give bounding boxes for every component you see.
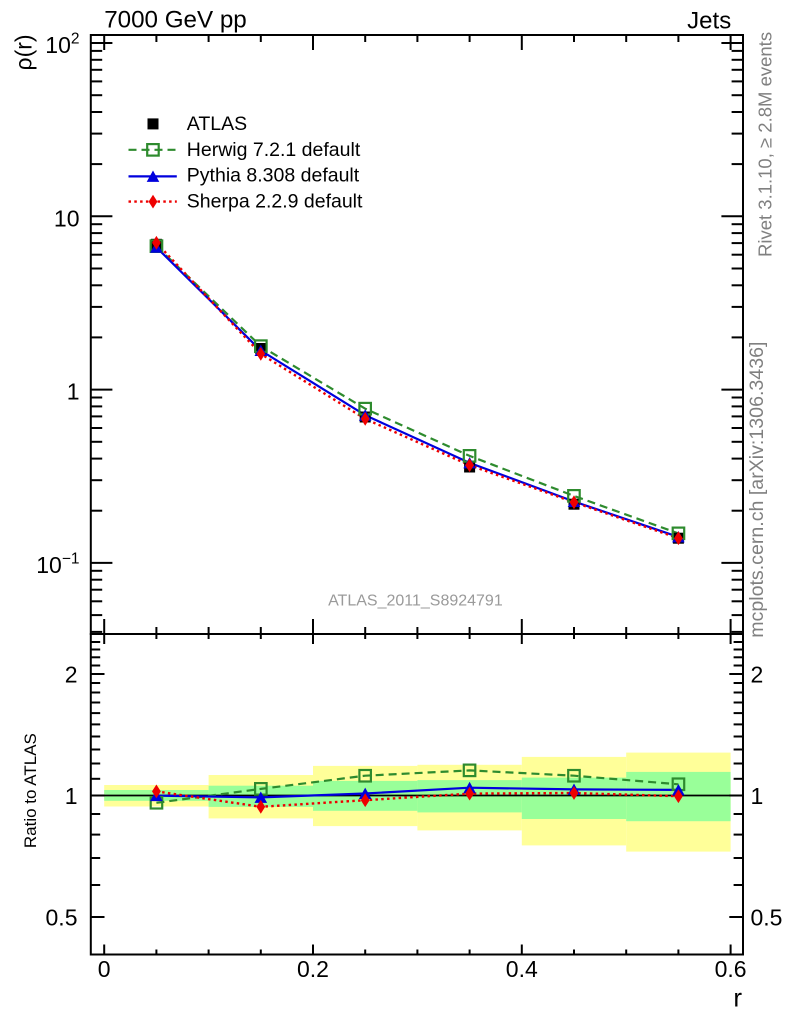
svg-text:10: 10 (54, 205, 80, 231)
svg-text:1: 1 (65, 783, 78, 809)
svg-text:Herwig 7.2.1 default: Herwig 7.2.1 default (187, 139, 361, 161)
svg-text:Rivet 3.1.10, ≥ 2.8M events: Rivet 3.1.10, ≥ 2.8M events (755, 32, 776, 257)
svg-text:0: 0 (98, 956, 111, 982)
svg-text:0.4: 0.4 (506, 956, 538, 982)
svg-text:Jets: Jets (687, 8, 731, 35)
svg-text:0.2: 0.2 (297, 956, 329, 982)
svg-text:2: 2 (751, 662, 764, 688)
svg-text:0.6: 0.6 (715, 956, 747, 982)
svg-text:1: 1 (751, 783, 764, 809)
svg-text:ATLAS: ATLAS (187, 113, 247, 135)
svg-text:ρ(r): ρ(r) (11, 34, 37, 70)
svg-text:mcplots.cern.ch [arXiv:1306.34: mcplots.cern.ch [arXiv:1306.3436] (746, 342, 768, 638)
svg-text:0.5: 0.5 (751, 905, 783, 931)
svg-text:0.5: 0.5 (46, 905, 78, 931)
svg-text:Pythia 8.308 default: Pythia 8.308 default (187, 165, 360, 187)
svg-text:2: 2 (65, 662, 78, 688)
svg-text:Ratio to ATLAS: Ratio to ATLAS (21, 733, 40, 848)
svg-text:r: r (733, 983, 742, 1013)
svg-text:ATLAS_2011_S8924791: ATLAS_2011_S8924791 (328, 592, 503, 609)
svg-text:10−1: 10−1 (36, 550, 79, 578)
svg-text:1: 1 (67, 379, 80, 405)
svg-text:Sherpa 2.2.9 default: Sherpa 2.2.9 default (187, 191, 363, 213)
svg-text:7000 GeV pp: 7000 GeV pp (104, 7, 247, 34)
